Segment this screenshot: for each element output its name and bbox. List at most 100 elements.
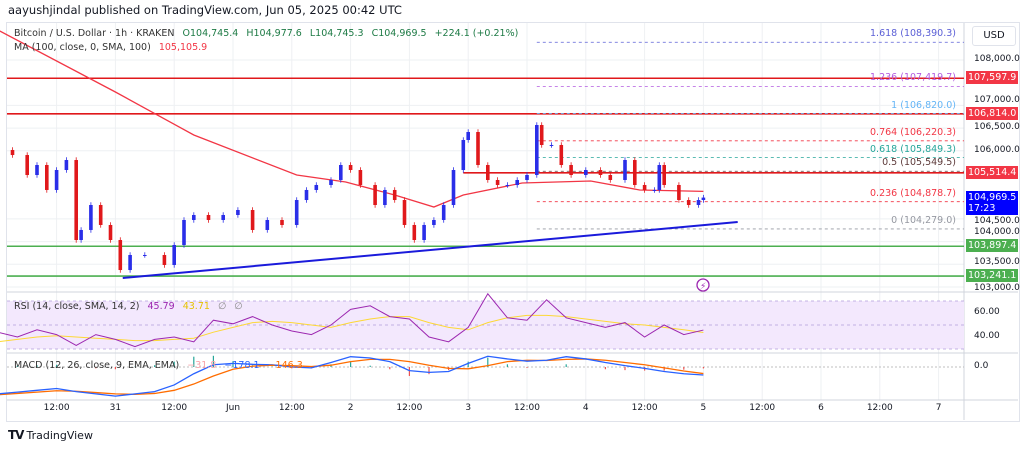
time-tick-label: 7 [935, 403, 942, 413]
candle-body [608, 174, 613, 180]
candle-body [569, 165, 573, 175]
candle-body [25, 155, 29, 175]
candle-body [633, 160, 637, 185]
candle-body [495, 179, 500, 185]
candle-body [701, 197, 706, 201]
brand-name: TradingView [26, 428, 93, 442]
candle-body [314, 184, 319, 190]
fib-level-label: 0 (104,279.0) [891, 214, 956, 226]
price-badge: 103,241.1 [966, 269, 1018, 283]
candle-body [304, 189, 309, 201]
rsi-value: 45.79 [147, 301, 175, 312]
ma-value: 105,105.9 [158, 42, 208, 53]
time-tick-label: 4 [582, 403, 589, 413]
candle-body [662, 165, 666, 185]
macd-hist-value: −31.8 [187, 360, 217, 371]
candle-body [294, 200, 299, 225]
candle-body [89, 205, 93, 230]
candle-body [584, 170, 588, 175]
fib-level-label: 1.618 (108,390.3) [870, 28, 956, 40]
price-tick-label: 108,000.0 [974, 54, 1020, 64]
price-badge: 106,814.0 [966, 106, 1018, 120]
candle-body [162, 254, 167, 265]
lightning-icon [696, 278, 710, 292]
candle-body [686, 200, 691, 206]
price-badge: 107,597.9 [966, 71, 1018, 85]
candle-body [108, 224, 113, 241]
candle-body [98, 205, 103, 225]
fib-level-label: 1.236 (107,419.7) [870, 72, 956, 84]
fib-level-label: 1 (106,820.0) [891, 99, 956, 111]
time-tick-label: 31 [109, 403, 122, 413]
candle-body [441, 205, 446, 220]
time-tick-label: 12:00 [396, 403, 423, 413]
ma-line [0, 30, 704, 208]
candle-body [476, 132, 480, 166]
ohlc-change: +224.1 (+0.21%) [434, 28, 519, 39]
candle-body [221, 214, 225, 220]
candle-body [128, 254, 132, 271]
candle-body [280, 219, 284, 225]
candle-body [172, 245, 176, 265]
macd-line [0, 355, 704, 397]
time-tick-label: 12:00 [514, 403, 540, 413]
ma-label: MA (100, close, 0, SMA, 100) [14, 42, 151, 53]
rsi-legend[interactable]: RSI (14, close, SMA, 14, 2) 45.79 43.71 … [14, 301, 248, 312]
macd-signal-value: −146.3 [267, 360, 303, 371]
candle-body [432, 219, 436, 225]
rsi-tick-label: 60.00 [974, 307, 1000, 317]
ohlc-low: L104,745.3 [309, 28, 364, 39]
candle-body [373, 184, 377, 206]
ma-legend[interactable]: MA (100, close, 0, SMA, 100) 105,105.9 [14, 42, 212, 53]
candle-body [657, 165, 662, 190]
candle-body [236, 210, 240, 215]
currency-button[interactable]: USD [972, 26, 1016, 46]
candle-body [35, 165, 39, 175]
time-tick-label: 2 [347, 403, 354, 413]
price-badge: 105,514.4 [966, 165, 1018, 179]
candle-body [192, 214, 196, 220]
candle-body [652, 189, 657, 191]
fib-level-label: 0.236 (104,878.7) [870, 187, 956, 199]
rsi-extra-2: ∅ [234, 301, 243, 312]
chart-frame [6, 22, 1020, 422]
time-tick-label: 12:00 [278, 403, 305, 413]
rsi-sma-value: 43.71 [182, 301, 210, 312]
candle-body [79, 229, 83, 241]
candle-body [206, 214, 211, 220]
candle-body [598, 170, 603, 175]
ohlc-high: H104,977.6 [246, 28, 302, 39]
trendline[interactable] [122, 220, 738, 280]
time-tick-label: Jun [225, 403, 241, 413]
candle-body [677, 184, 681, 201]
candle-body [10, 149, 15, 156]
price-tick-label: 104,000.0 [974, 227, 1020, 238]
price-tick-label: 104,500.0 [974, 215, 1020, 226]
candle-body [54, 170, 59, 190]
tv-logo-icon: TV [8, 428, 25, 442]
candle-body [358, 170, 363, 185]
candle-body [451, 170, 456, 206]
macd-value: −178.1 [224, 360, 260, 371]
candle-body [339, 165, 343, 180]
candle-body [623, 160, 627, 180]
time-tick-label: 12:00 [161, 403, 188, 413]
time-tick-label: 6 [818, 403, 824, 413]
time-tick-label: 12:00 [631, 403, 658, 413]
symbol-name[interactable]: Bitcoin / U.S. Dollar · 1h · KRAKEN [14, 28, 175, 39]
macd-legend[interactable]: MACD (12, 26, close, 9, EMA, EMA) −31.8 … [14, 360, 308, 371]
rsi-extra-1: ∅ [217, 301, 227, 312]
candle-body [515, 179, 519, 185]
candle-body [265, 219, 270, 230]
price-tick-label: 106,500.0 [974, 122, 1020, 133]
candle-body [696, 200, 701, 206]
candle-body [539, 125, 544, 145]
tradingview-logo[interactable]: TV TradingView [8, 428, 93, 442]
candle-body [118, 240, 123, 271]
candle-body [45, 165, 49, 190]
time-tick-label: 12:00 [749, 403, 776, 413]
ohlc-close: C104,969.5 [371, 28, 427, 39]
candle-body [402, 200, 407, 225]
publisher-caption: aayushjindal published on TradingView.co… [8, 3, 402, 17]
